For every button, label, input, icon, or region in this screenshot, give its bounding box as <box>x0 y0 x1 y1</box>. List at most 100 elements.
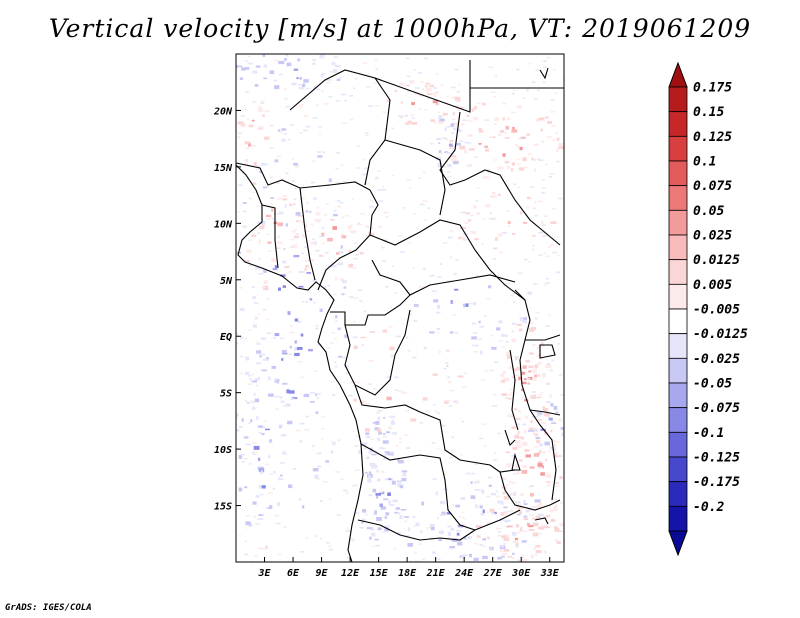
velocity-cell <box>438 115 443 119</box>
velocity-cell <box>504 549 510 552</box>
velocity-cell <box>504 160 510 164</box>
velocity-cell <box>386 375 391 378</box>
velocity-cell <box>264 110 270 113</box>
velocity-cell <box>377 428 382 433</box>
velocity-cell <box>510 388 513 391</box>
velocity-cell <box>501 535 507 539</box>
velocity-cell <box>519 510 523 514</box>
velocity-cell <box>455 259 459 261</box>
velocity-cell <box>503 371 506 374</box>
velocity-cell <box>336 514 341 516</box>
velocity-cell <box>405 122 410 125</box>
velocity-cell <box>539 533 542 535</box>
velocity-cell <box>252 501 257 505</box>
velocity-cell <box>546 382 550 385</box>
velocity-cell <box>445 362 449 364</box>
velocity-cell <box>364 167 368 170</box>
velocity-cell <box>441 424 446 427</box>
velocity-cell <box>541 372 546 377</box>
velocity-cell <box>445 138 448 140</box>
velocity-cell <box>263 420 267 422</box>
velocity-cell <box>352 539 355 542</box>
velocity-cell <box>473 542 479 545</box>
velocity-cell <box>355 512 359 514</box>
velocity-cell <box>487 285 492 289</box>
velocity-cell <box>365 403 370 405</box>
velocity-cell <box>329 71 333 73</box>
velocity-cell <box>288 390 295 394</box>
velocity-cell <box>256 341 259 343</box>
velocity-cell <box>438 530 444 534</box>
velocity-cell <box>304 269 307 272</box>
velocity-cell <box>381 260 386 262</box>
velocity-cell <box>299 440 303 443</box>
velocity-cell <box>295 165 300 168</box>
velocity-cell <box>552 251 557 254</box>
velocity-cell <box>381 186 384 188</box>
velocity-cell <box>516 68 520 71</box>
velocity-cell <box>323 285 328 288</box>
velocity-cell <box>446 126 451 128</box>
velocity-cell <box>551 359 554 362</box>
velocity-cell <box>303 115 309 118</box>
velocity-cell <box>313 197 317 200</box>
velocity-cell <box>262 114 265 117</box>
velocity-cell <box>464 149 468 154</box>
velocity-cell <box>310 181 316 184</box>
velocity-cell <box>426 87 432 91</box>
lat-tick-label: 20N <box>213 106 233 117</box>
velocity-cell <box>492 192 496 194</box>
colorbar-segment <box>668 456 688 483</box>
velocity-cell <box>515 501 521 504</box>
velocity-cell <box>440 84 444 87</box>
velocity-cell <box>380 506 386 510</box>
velocity-cell <box>515 288 520 290</box>
velocity-cell <box>448 146 453 149</box>
velocity-cell <box>358 450 363 454</box>
velocity-cell <box>504 486 507 490</box>
velocity-cell <box>526 89 529 92</box>
velocity-cell <box>238 534 241 537</box>
velocity-cell <box>257 425 264 428</box>
velocity-cell <box>523 503 528 505</box>
velocity-cell <box>295 212 301 216</box>
velocity-cell <box>537 463 543 468</box>
velocity-cell <box>554 528 560 532</box>
velocity-cell <box>542 408 549 412</box>
velocity-cell <box>433 92 437 97</box>
velocity-cell <box>469 148 475 151</box>
velocity-cell <box>258 468 265 473</box>
velocity-cell <box>471 322 477 325</box>
velocity-cell <box>266 233 269 236</box>
velocity-cell <box>548 449 551 452</box>
velocity-cell <box>534 98 538 100</box>
velocity-cell <box>294 318 299 322</box>
velocity-cell <box>334 361 337 364</box>
velocity-cell <box>516 366 521 371</box>
velocity-cell <box>496 527 502 530</box>
velocity-cell <box>498 320 503 324</box>
velocity-cell <box>530 321 534 324</box>
velocity-cell <box>452 503 455 506</box>
velocity-cell <box>516 444 522 448</box>
velocity-cell <box>302 184 305 186</box>
velocity-cell <box>490 195 496 198</box>
velocity-cell <box>333 209 337 212</box>
velocity-cell <box>258 273 264 275</box>
velocity-cell <box>245 91 249 93</box>
velocity-cell <box>494 361 498 363</box>
velocity-cell <box>532 207 536 210</box>
velocity-cell <box>400 82 403 85</box>
velocity-cell <box>521 381 527 385</box>
velocity-cell <box>344 365 349 368</box>
velocity-cell <box>346 527 350 530</box>
velocity-cell <box>265 214 272 218</box>
velocity-cell <box>454 331 459 334</box>
velocity-cell <box>343 388 346 391</box>
velocity-cell <box>342 122 347 124</box>
velocity-cell <box>278 60 285 65</box>
velocity-cell <box>525 454 531 458</box>
velocity-cell <box>252 406 255 409</box>
velocity-cell <box>430 142 434 145</box>
velocity-cell <box>540 128 543 132</box>
